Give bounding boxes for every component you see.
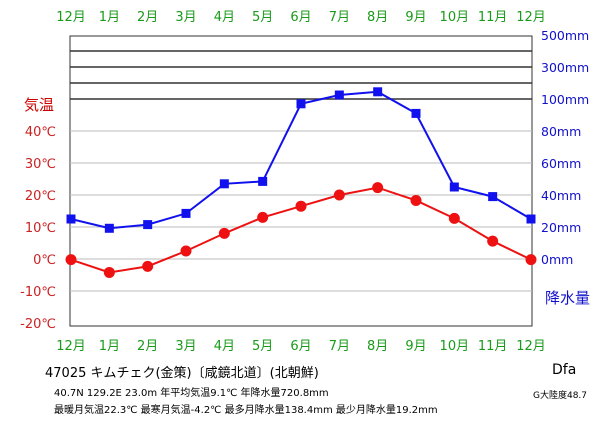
month-label-top: 9月 [405, 10, 426, 25]
temperature-tick-label: 10℃ [25, 221, 56, 236]
grid-lines [69, 35, 533, 327]
climate-chart: 12月 1月 2月 3月 4月 5月 6月 7月 8月 9月 10月 11月 12月 12月 1月 2月 3月… [20, 10, 590, 354]
month-label-top: 6月 [290, 10, 311, 25]
month-labels-bottom: 12月 1月 2月 3月 4月 5月 6月 7月 8月 9月 10月 11月 12月 [56, 339, 546, 354]
precipitation-point [334, 90, 344, 100]
temperature-point [218, 227, 230, 239]
temperature-axis-title: 気温 [24, 96, 54, 114]
precipitation-point [488, 192, 498, 202]
climate-class: Dfa [552, 362, 577, 378]
temperature-tick-label: 40℃ [25, 125, 56, 140]
precipitation-tick-label: 80mm [541, 124, 581, 139]
month-label-top: 3月 [175, 10, 196, 25]
month-label-top: 8月 [367, 10, 388, 25]
temperature-point [65, 254, 77, 266]
month-label-bottom: 2月 [137, 339, 158, 354]
plot-frame [69, 35, 533, 327]
precipitation-tick-label: 500mm [541, 28, 589, 43]
precipitation-point [181, 208, 191, 218]
precipitation-tick-label: 20mm [541, 220, 581, 235]
temperature-tick-label: 20℃ [25, 189, 56, 204]
month-label-bottom: 3月 [175, 339, 196, 354]
month-label-top: 1月 [99, 10, 120, 25]
month-label-bottom: 7月 [329, 339, 350, 354]
month-label-top: 10月 [440, 10, 470, 25]
month-label-bottom: 10月 [440, 339, 470, 354]
station-name: 47025 キムチェク(金策)〔咸鏡北道〕(北朝鮮) [45, 366, 319, 381]
temperature-point [180, 245, 192, 257]
precipitation-point [219, 179, 229, 189]
month-label-top: 12月 [516, 10, 546, 25]
precipitation-point [258, 176, 268, 186]
temperature-series [65, 182, 537, 278]
precipitation-point [411, 108, 421, 118]
temperature-tick-label: -10℃ [20, 285, 56, 300]
month-label-bottom: 8月 [367, 339, 388, 354]
month-labels-top: 12月 1月 2月 3月 4月 5月 6月 7月 8月 9月 10月 11月 12月 [56, 10, 546, 25]
month-label-top: 4月 [214, 10, 235, 25]
temperature-point [372, 182, 384, 194]
month-label-top: 2月 [137, 10, 158, 25]
precipitation-tick-labels: 500mm 300mm 100mm 80mm 60mm 40mm 20mm 0mm [541, 28, 589, 267]
precipitation-point [526, 214, 536, 224]
month-label-bottom: 6月 [290, 339, 311, 354]
temperature-point [103, 266, 115, 278]
temperature-tick-label: 30℃ [25, 157, 56, 172]
month-label-top: 11月 [478, 10, 508, 25]
temperature-line [70, 186, 532, 274]
temperature-point [295, 200, 307, 212]
precipitation-tick-label: 40mm [541, 188, 581, 203]
month-label-bottom: 9月 [405, 339, 426, 354]
temperature-point [333, 189, 345, 201]
month-label-bottom: 11月 [478, 339, 508, 354]
temperature-tick-label: 0℃ [33, 253, 56, 268]
temperature-tick-label: -20℃ [20, 317, 56, 332]
month-label-bottom: 5月 [252, 339, 273, 354]
temperature-point [487, 235, 499, 247]
precipitation-axis-title: 降水量 [545, 289, 590, 307]
precipitation-series [66, 87, 536, 233]
precipitation-point [66, 214, 76, 224]
continentality: G大陸度48.7 [533, 391, 588, 401]
month-label-bottom: 1月 [99, 339, 120, 354]
precipitation-point [296, 99, 306, 109]
temperature-point [410, 194, 422, 206]
precipitation-tick-label: 0mm [541, 252, 573, 267]
month-label-bottom: 12月 [56, 339, 86, 354]
station-stats-line1: 40.7N 129.2E 23.0m 年平均気温9.1℃ 年降水量720.8mm [54, 388, 329, 399]
station-stats-line2: 最暖月気温22.3℃ 最寒月気温-4.2℃ 最多月降水量138.4mm 最少月降… [54, 405, 438, 416]
precipitation-tick-label: 100mm [541, 92, 589, 107]
month-label-bottom: 12月 [516, 339, 546, 354]
month-label-top: 7月 [329, 10, 350, 25]
month-label-bottom: 4月 [214, 339, 235, 354]
precipitation-tick-label: 60mm [541, 156, 581, 171]
precipitation-point [373, 87, 383, 97]
temperature-point [257, 211, 269, 223]
precipitation-point [449, 182, 459, 192]
temperature-point [142, 260, 154, 272]
month-label-top: 5月 [252, 10, 273, 25]
temperature-point [448, 212, 460, 224]
precipitation-point [104, 223, 114, 233]
month-label-top: 12月 [56, 10, 86, 25]
temperature-point [525, 254, 537, 266]
precipitation-point [143, 220, 153, 230]
precipitation-tick-label: 300mm [541, 60, 589, 75]
temperature-tick-labels: 40℃ 30℃ 20℃ 10℃ 0℃ -10℃ -20℃ [20, 125, 56, 332]
